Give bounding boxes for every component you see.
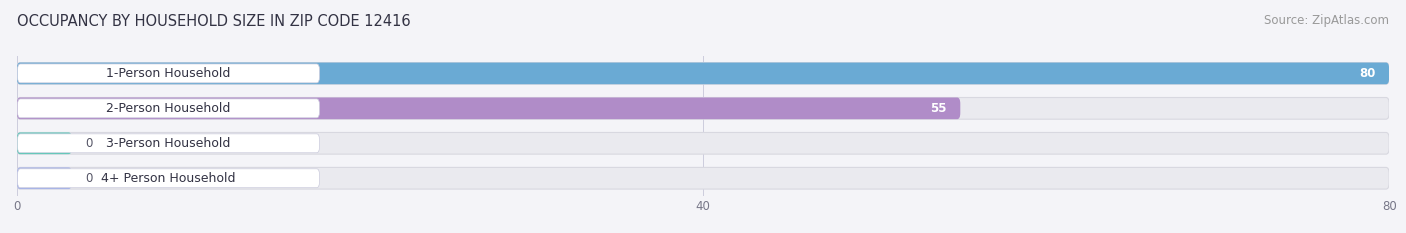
FancyBboxPatch shape xyxy=(17,132,1389,154)
Text: 80: 80 xyxy=(1360,67,1375,80)
Text: 1-Person Household: 1-Person Household xyxy=(107,67,231,80)
FancyBboxPatch shape xyxy=(17,97,960,119)
FancyBboxPatch shape xyxy=(17,62,1389,84)
FancyBboxPatch shape xyxy=(17,169,319,188)
Text: 4+ Person Household: 4+ Person Household xyxy=(101,172,236,185)
Text: 0: 0 xyxy=(86,137,93,150)
FancyBboxPatch shape xyxy=(17,134,319,153)
FancyBboxPatch shape xyxy=(17,167,72,189)
FancyBboxPatch shape xyxy=(17,97,1389,119)
Text: 0: 0 xyxy=(86,172,93,185)
FancyBboxPatch shape xyxy=(17,62,1389,84)
Text: OCCUPANCY BY HOUSEHOLD SIZE IN ZIP CODE 12416: OCCUPANCY BY HOUSEHOLD SIZE IN ZIP CODE … xyxy=(17,14,411,29)
Text: 55: 55 xyxy=(931,102,946,115)
FancyBboxPatch shape xyxy=(17,99,319,118)
Text: Source: ZipAtlas.com: Source: ZipAtlas.com xyxy=(1264,14,1389,27)
FancyBboxPatch shape xyxy=(17,64,319,83)
Text: 2-Person Household: 2-Person Household xyxy=(107,102,231,115)
Text: 3-Person Household: 3-Person Household xyxy=(107,137,231,150)
FancyBboxPatch shape xyxy=(17,132,72,154)
FancyBboxPatch shape xyxy=(17,167,1389,189)
